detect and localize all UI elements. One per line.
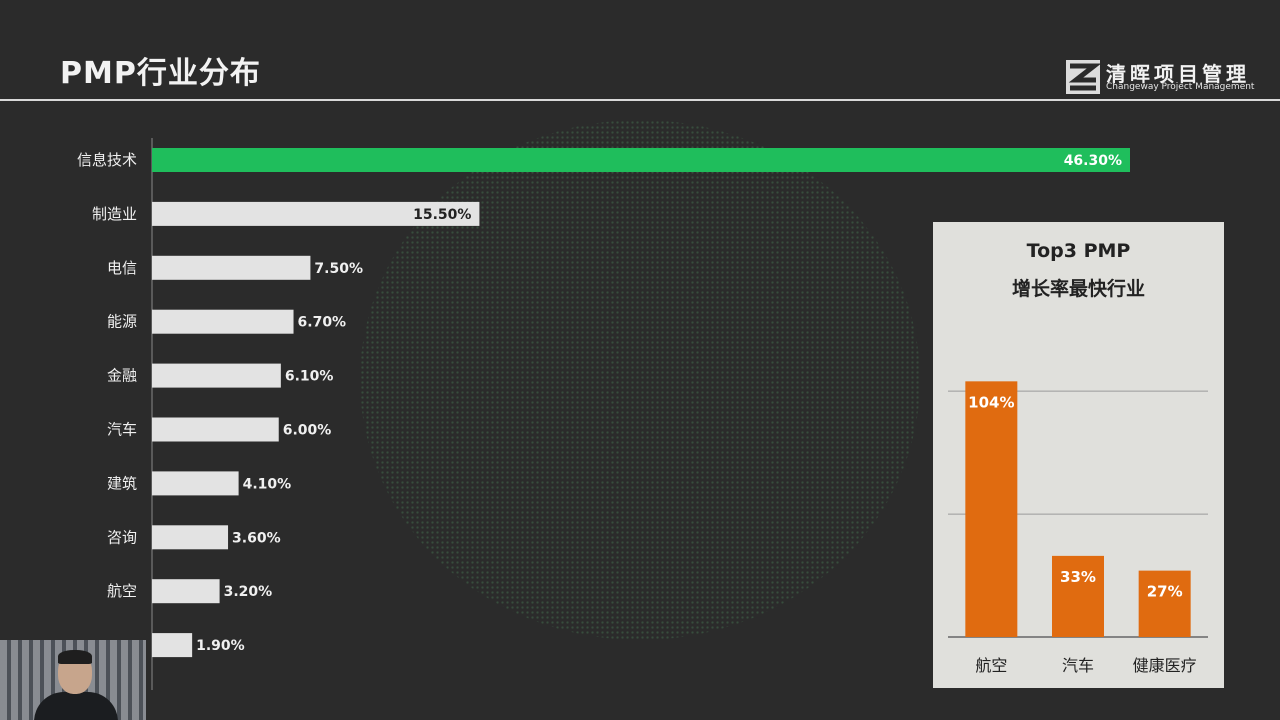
presenter-body — [34, 692, 118, 720]
category-label-6: 建筑 — [107, 474, 137, 492]
presenter-hair — [58, 650, 92, 664]
logo-text-cn: 清晖项目管理 — [1106, 62, 1250, 86]
value-label-9: 1.90% — [196, 638, 245, 654]
bar-3 — [152, 309, 294, 334]
growth-value-label-0: 104% — [968, 393, 1014, 411]
panel-title: Top3 PMP — [1026, 240, 1131, 262]
growth-value-label-2: 27% — [1147, 583, 1183, 601]
value-label-5: 6.00% — [283, 423, 332, 439]
value-label-1: 15.50% — [413, 207, 471, 223]
bar-6 — [152, 471, 239, 496]
company-logo: 清晖项目管理 Changeway Project Management — [1066, 60, 1254, 98]
value-label-6: 4.10% — [243, 476, 292, 492]
growth-rate-chart: 104% 航空 33% 汽车 27% 健康医疗 — [948, 381, 1208, 675]
category-label-1: 制造业 — [92, 205, 137, 223]
bar-4 — [152, 363, 281, 388]
bar-5 — [152, 417, 279, 442]
value-label-8: 3.20% — [224, 584, 273, 600]
bar-2 — [152, 255, 311, 280]
growth-category-label-0: 航空 — [975, 656, 1007, 675]
category-label-3: 能源 — [107, 313, 137, 331]
growth-chart-panel: Top3 PMP 增长率最快行业 104% 航空 33% 汽车 27% 健康医疗 — [933, 222, 1224, 688]
value-label-0: 46.30% — [1064, 153, 1122, 169]
category-label-7: 咨询 — [107, 528, 137, 546]
growth-value-label-1: 33% — [1060, 568, 1096, 586]
growth-category-label-1: 汽车 — [1062, 656, 1094, 675]
category-label-4: 金融 — [107, 367, 137, 385]
bar-7 — [152, 525, 229, 550]
value-label-4: 6.10% — [285, 369, 334, 385]
logo-mark-icon — [1066, 60, 1102, 94]
category-label-0: 信息技术 — [77, 151, 137, 169]
category-label-2: 电信 — [107, 259, 137, 277]
bar-0 — [152, 148, 1130, 172]
page-title: PMP行业分布 — [60, 56, 261, 91]
logo-text-en: Changeway Project Management — [1106, 82, 1255, 92]
value-label-2: 7.50% — [314, 261, 363, 277]
growth-bar-2 — [1138, 570, 1191, 637]
panel-subtitle: 增长率最快行业 — [1011, 278, 1145, 300]
growth-bar-1 — [1052, 555, 1104, 637]
bar-9 — [152, 633, 193, 658]
growth-bar-0 — [965, 381, 1018, 637]
presenter-webcam — [0, 640, 146, 720]
category-label-8: 航空 — [107, 582, 137, 600]
value-label-7: 3.60% — [232, 530, 281, 546]
bar-1 — [152, 201, 480, 226]
title-divider — [0, 99, 1280, 101]
category-label-5: 汽车 — [107, 421, 137, 439]
growth-category-label-2: 健康医疗 — [1133, 656, 1197, 675]
value-label-3: 6.70% — [298, 315, 347, 331]
bar-8 — [152, 579, 220, 604]
